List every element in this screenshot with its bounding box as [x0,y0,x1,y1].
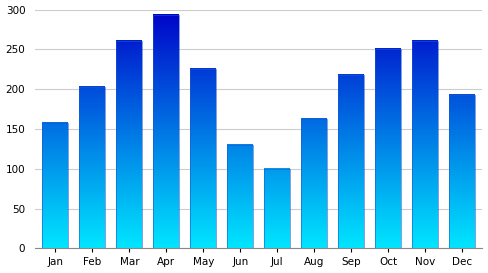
Bar [227,145,253,248]
Bar [375,49,401,248]
Bar [412,41,438,248]
Bar [449,95,475,248]
Bar [116,41,142,248]
Bar [264,169,290,248]
Bar [80,87,105,248]
Bar [42,123,68,248]
Bar [190,69,216,248]
Bar [338,75,364,248]
Bar [301,119,327,248]
Bar [153,15,179,248]
